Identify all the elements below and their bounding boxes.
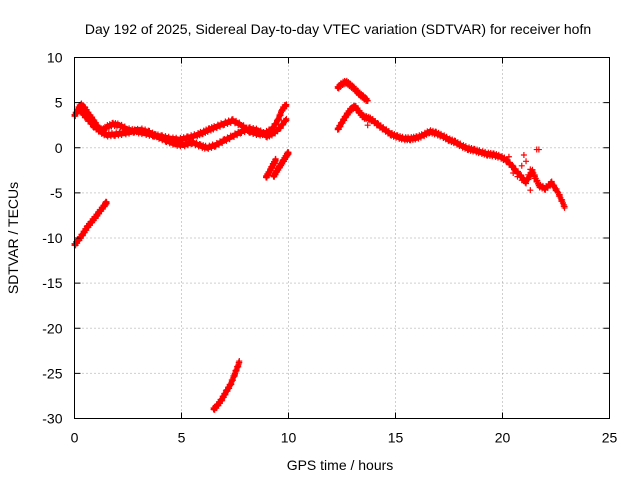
data-point: [272, 155, 279, 162]
data-point: [103, 200, 110, 207]
chart-title: Day 192 of 2025, Sidereal Day-to-day VTE…: [85, 21, 591, 37]
x-tick-label: 10: [281, 430, 297, 446]
y-tick-label: -25: [42, 365, 62, 381]
series-2: [71, 198, 110, 249]
y-tick-label: -30: [42, 411, 62, 427]
y-tick-label: 0: [55, 140, 63, 156]
data-point: [553, 185, 560, 192]
y-tick-label: -10: [42, 230, 62, 246]
x-tick-label: 25: [602, 430, 618, 446]
data-point: [523, 158, 530, 165]
series-4: [270, 149, 292, 180]
axis-ticks: 0 5 10 15 20 25 10 5 0 -5 -10 -15 -20 -25 -30: [42, 50, 617, 446]
data-point: [551, 182, 558, 189]
data-point: [277, 125, 284, 132]
x-tick-label: 5: [178, 430, 186, 446]
data-point: [283, 117, 290, 124]
data-point: [518, 177, 525, 184]
y-tick-label: -20: [42, 320, 62, 336]
y-axis-label: SDTVAR / TECUs: [5, 182, 21, 294]
y-tick-label: -15: [42, 275, 62, 291]
data-point: [527, 166, 534, 173]
data-point: [283, 102, 290, 109]
y-tick-label: -5: [50, 185, 63, 201]
data-point: [364, 97, 371, 104]
data-point: [559, 196, 566, 203]
data-point: [525, 171, 532, 178]
x-axis-label: GPS time / hours: [287, 457, 394, 473]
data-point: [273, 121, 280, 128]
series-3: [263, 155, 279, 181]
data-point: [280, 121, 287, 128]
data-point: [285, 150, 292, 157]
y-tick-label: 10: [47, 50, 63, 66]
x-tick-label: 0: [71, 430, 79, 446]
grid-lines: [74, 57, 610, 419]
data-point: [531, 175, 538, 182]
series-7: [334, 102, 568, 211]
data-point: [514, 173, 521, 180]
data-point: [533, 146, 540, 153]
y-tick-label: 5: [55, 95, 63, 111]
data-point: [527, 187, 534, 194]
data-series: [71, 77, 568, 413]
data-point: [561, 204, 568, 211]
x-tick-label: 20: [495, 430, 511, 446]
data-point: [518, 162, 525, 169]
series-8: [364, 122, 542, 194]
series-5: [210, 358, 243, 413]
series-6: [334, 77, 371, 104]
series-1: [77, 107, 290, 152]
data-point: [364, 122, 371, 129]
data-point: [548, 178, 555, 185]
data-point: [523, 180, 530, 187]
data-point: [520, 151, 527, 158]
data-point: [510, 170, 517, 177]
data-point: [505, 153, 512, 160]
data-point: [236, 358, 243, 365]
data-point: [556, 191, 563, 198]
x-tick-label: 15: [388, 430, 404, 446]
data-point: [282, 118, 289, 125]
